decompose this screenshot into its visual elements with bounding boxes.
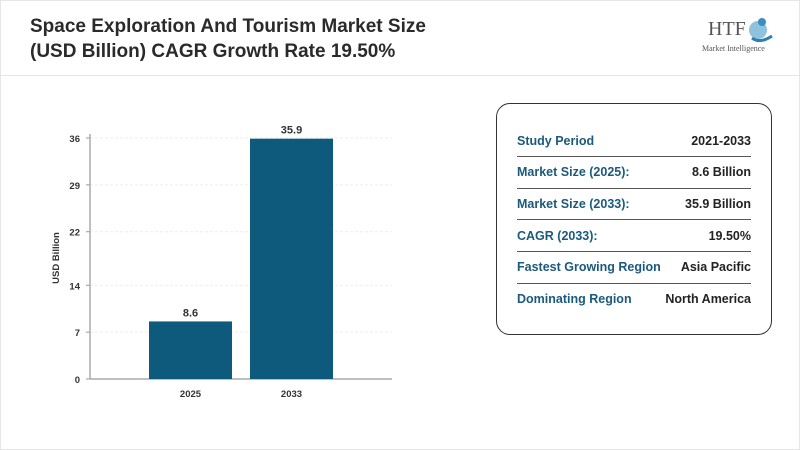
logo-subtext: Market Intelligence	[702, 44, 765, 53]
row-value: 2021-2033	[691, 133, 751, 148]
logo-text: HTF	[708, 18, 746, 40]
summary-row: Study Period 2021-2033	[517, 125, 751, 156]
row-divider	[517, 187, 751, 189]
bar	[149, 321, 232, 379]
row-label: CAGR (2033):	[517, 228, 598, 243]
data-label: 8.6	[183, 307, 198, 319]
y-tick-label: 14	[69, 281, 80, 292]
row-value: 19.50%	[708, 228, 751, 243]
row-label: Fastest Growing Region	[517, 260, 661, 275]
row-value: North America	[665, 292, 751, 306]
row-label: Study Period	[517, 133, 595, 148]
htf-logo: HTF Market Intelligence	[700, 12, 775, 57]
row-divider	[517, 282, 751, 284]
summary-row: Dominating Region North America	[517, 284, 751, 315]
row-divider	[517, 251, 751, 253]
title-line-2: (USD Billion) CAGR Growth Rate 19.50%	[30, 41, 396, 62]
row-divider	[517, 156, 751, 157]
row-label: Market Size (2033):	[517, 196, 630, 211]
summary-panel: Study Period 2021-2033 Market Size (2025):…	[496, 103, 772, 335]
page-title: Space Exploration And Tourism Market Siz…	[30, 14, 590, 64]
title-line-1: Space Exploration And Tourism Market Siz…	[30, 16, 426, 37]
row-value: Asia Pacific	[680, 260, 751, 275]
row-label: Market Size (2025):	[517, 165, 630, 180]
row-value: 8.6 Billion	[691, 165, 751, 180]
y-tick-label: 0	[75, 375, 80, 386]
header: Space Exploration And Tourism Market Siz…	[0, 0, 800, 76]
y-axis-label: USD Billion	[51, 232, 62, 284]
x-tick-label: 2033	[281, 389, 302, 400]
summary-row: CAGR (2033): 19.50%	[517, 220, 751, 251]
x-tick-label: 2025	[180, 389, 202, 400]
logo-globe-icon	[749, 18, 773, 43]
data-label: 35.9	[281, 125, 302, 137]
summary-row: Fastest Growing Region Asia Pacific	[517, 252, 751, 283]
bar	[250, 138, 333, 379]
row-label: Dominating Region	[517, 292, 632, 306]
y-tick-label: 22	[69, 228, 80, 239]
y-tick-label: 36	[69, 134, 80, 145]
summary-row: Market Size (2033): 35.9 Billion	[517, 188, 751, 219]
y-tick-label: 7	[75, 328, 80, 339]
row-value: 35.9 Billion	[685, 196, 751, 211]
y-tick-label: 29	[69, 181, 80, 192]
summary-row: Market Size (2025): 8.6 Billion	[517, 157, 751, 188]
row-divider	[517, 219, 751, 221]
